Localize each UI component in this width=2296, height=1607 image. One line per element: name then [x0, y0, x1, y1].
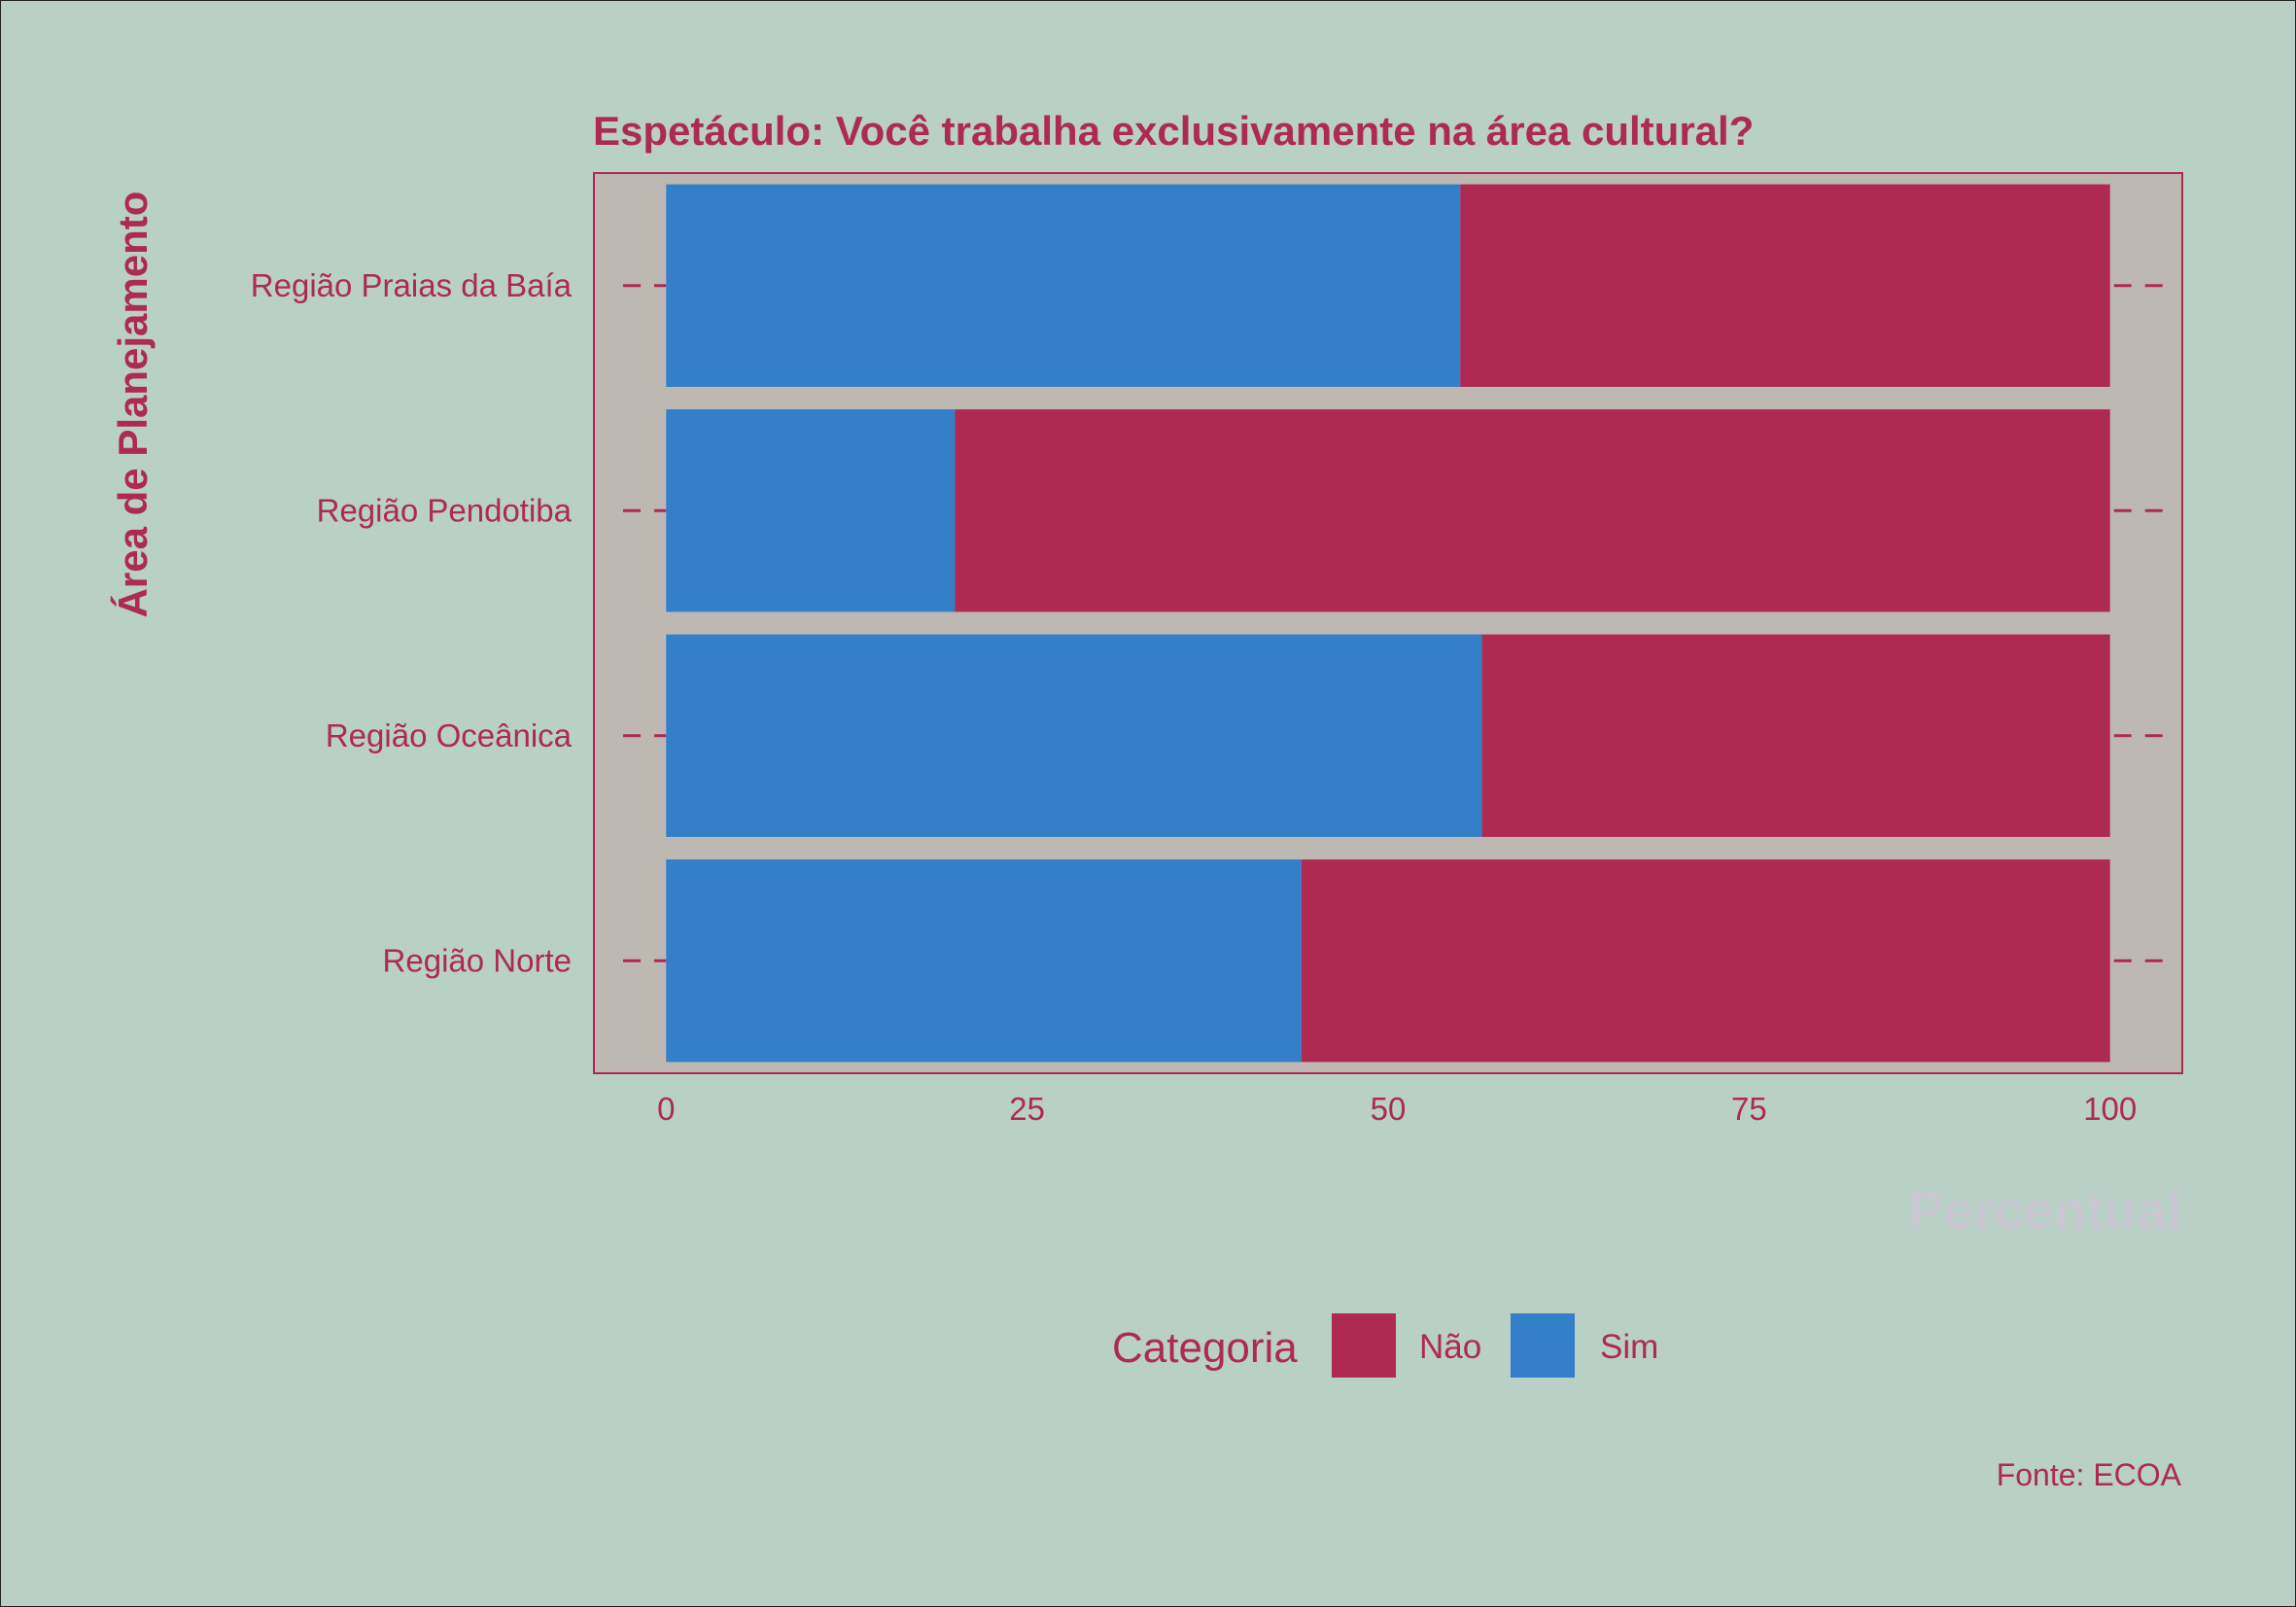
caption: Fonte: ECOA	[1997, 1457, 2182, 1492]
y-axis-title: Área de Planejamento	[110, 192, 156, 618]
legend-key-n-o	[1332, 1313, 1396, 1378]
x-tick-label: 100	[2083, 1091, 2137, 1127]
bars-layer	[666, 184, 2110, 1063]
x-tick-label: 50	[1371, 1091, 1407, 1127]
x-tick-label: 0	[657, 1091, 675, 1127]
chart-title: Espetáculo: Você trabalha exclusivamente…	[593, 108, 1754, 154]
bar-sim-3	[666, 859, 1302, 1063]
legend-label: Não	[1419, 1328, 1481, 1366]
y-axis-ticks: Região Praias da Baía Região Pendotiba Reg…	[251, 267, 2167, 978]
legend-title: Categoria	[1112, 1324, 1298, 1372]
x-tick-label: 75	[1731, 1091, 1767, 1127]
legend-label: Sim	[1600, 1328, 1658, 1366]
y-tick-label: Região Oceânica	[326, 717, 573, 753]
legend-items: Não Sim	[1332, 1313, 1658, 1378]
x-axis-ticks: 0 25 50 75 100	[657, 1091, 2137, 1127]
bar-n-o-0	[1460, 184, 2110, 387]
bar-sim-1	[666, 409, 956, 612]
bar-n-o-2	[1481, 634, 2110, 837]
x-axis-title: Percentual	[1908, 1180, 2181, 1240]
bar-n-o-3	[1301, 859, 2110, 1063]
bar-n-o-1	[955, 409, 2110, 612]
y-tick-label: Região Pendotiba	[317, 492, 573, 528]
y-tick-label: Região Praias da Baía	[251, 267, 573, 303]
y-tick-label: Região Norte	[383, 942, 572, 978]
legend-key-sim	[1511, 1313, 1575, 1378]
bar-sim-0	[666, 184, 1461, 387]
bar-sim-2	[666, 634, 1482, 837]
legend: Categoria Não Sim	[1112, 1313, 1658, 1378]
x-tick-label: 25	[1009, 1091, 1045, 1127]
